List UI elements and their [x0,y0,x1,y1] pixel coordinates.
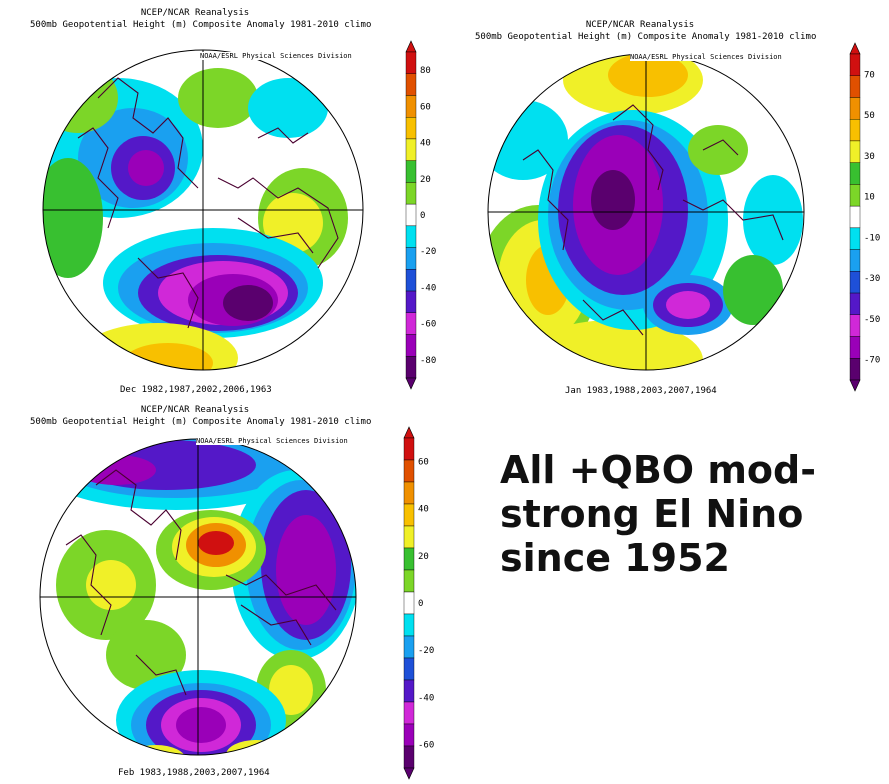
colorbar-swatch [849,53,861,76]
colorbar-swatch [405,51,417,74]
colorbar-tick-label: 80 [420,66,431,76]
colorbar-tick-label: 60 [418,458,429,468]
colorbar-swatch [403,745,415,769]
colorbar-swatch [403,635,415,659]
colorbar-tick-label: -60 [418,740,434,750]
colorbar-swatch [403,701,415,725]
colorbar-swatch [849,271,861,294]
colorbar-swatch [403,503,415,527]
colorbar-tick-label: -30 [864,274,880,284]
colorbar-swatch [405,95,417,118]
colorbar-swatch [405,182,417,205]
colorbar-swatch [403,459,415,483]
colorbar-swatch [849,140,861,163]
colorbar-tick-label: 40 [418,505,429,515]
colorbar-tick-label: -60 [420,320,436,330]
colorbar-swatch [403,613,415,637]
panel-title-line1: NCEP/NCAR Reanalysis [140,405,250,415]
colorbar-feb: 60 40 20 0 -20 -40 -60 [400,426,440,784]
colorbar-swatch [403,723,415,747]
colorbar-swatch [405,356,417,379]
colorbar-tick-label: 20 [420,175,431,185]
colorbar-swatch [405,138,417,161]
colorbar-swatch [849,227,861,250]
polar-map-feb [39,438,357,756]
colorbar-arrow-bottom [403,767,415,780]
colorbar-swatch [849,358,861,381]
colorbar-swatch [403,679,415,703]
colorbar-arrow-top [849,42,861,55]
colorbar-swatch [405,116,417,140]
colorbar-swatch [849,249,861,272]
colorbar-swatch [403,481,415,505]
dates-label: Feb 1983,1988,2003,2007,1964 [118,768,270,778]
polar-map-jan [487,53,805,371]
colorbar-tick-label: 60 [420,102,431,112]
colorbar-tick-label: -20 [420,247,436,257]
dates-label: Dec 1982,1987,2002,2006,1963 [120,385,272,395]
colorbar-swatch [405,73,417,96]
panel-title-line1: NCEP/NCAR Reanalysis [585,20,695,30]
panel-title-line2: 500mb Geopotential Height (m) Composite … [475,32,817,42]
colorbar-arrow-top [405,40,417,53]
colorbar-tick-label: -80 [420,356,436,366]
headline-text: All +QBO mod- strong El Nino since 1952 [500,448,880,580]
colorbar-swatch [849,336,861,359]
colorbar-swatch [405,225,417,248]
colorbar-swatch [405,160,417,183]
colorbar-swatch [849,75,861,98]
colorbar-tick-label: 30 [864,152,875,162]
colorbar-swatch [403,591,415,615]
colorbar-dec: 80 60 40 20 0 -20 -40 -60 -80 [402,40,442,394]
colorbar-tick-label: 20 [418,552,429,562]
colorbar-tick-label: 50 [864,111,875,121]
polar-map-dec [42,49,364,371]
colorbar-swatch [403,525,415,549]
colorbar-swatch [849,184,861,207]
headline-line2: strong El Nino [500,492,804,536]
colorbar-swatch [405,290,417,313]
colorbar-tick-label: -50 [864,315,880,325]
colorbar-swatch [405,247,417,270]
colorbar-arrow-bottom [405,377,417,390]
colorbar-swatch [403,437,415,461]
colorbar-tick-label: -70 [864,356,880,366]
colorbar-swatch [403,569,415,593]
panel-title-line2: 500mb Geopotential Height (m) Composite … [30,20,372,30]
colorbar-tick-label: 10 [864,193,875,203]
colorbar-swatch [849,97,861,120]
colorbar-swatch [849,205,861,229]
colorbar-swatch [403,547,415,571]
colorbar-swatch [849,314,861,337]
colorbar-tick-label: 0 [418,599,423,609]
colorbar-swatch [849,292,861,315]
colorbar-swatch [849,118,861,142]
colorbar-swatch [403,657,415,681]
colorbar-tick-label: 40 [420,139,431,149]
colorbar-tick-label: 70 [864,70,875,80]
credit-label: NOAA/ESRL Physical Sciences Division [200,52,352,60]
panel-title-line1: NCEP/NCAR Reanalysis [140,8,250,18]
colorbar-tick-label: -40 [420,283,436,293]
dates-label: Jan 1983,1988,2003,2007,1964 [565,386,717,396]
colorbar-swatch [405,312,417,335]
credit-label: NOAA/ESRL Physical Sciences Division [630,53,782,61]
colorbar-tick-label: -10 [864,233,880,243]
colorbar-jan: 70 50 30 10 -10 -30 -50 -70 [846,42,886,396]
colorbar-swatch [405,203,417,227]
headline-line1: All +QBO mod- [500,448,817,492]
colorbar-swatch [405,269,417,292]
colorbar-tick-label: -40 [418,693,434,703]
colorbar-swatch [405,334,417,357]
panel-title-line2: 500mb Geopotential Height (m) Composite … [30,417,372,427]
colorbar-tick-label: -20 [418,646,434,656]
credit-label: NOAA/ESRL Physical Sciences Division [196,437,348,445]
colorbar-tick-label: 0 [420,211,425,221]
colorbar-arrow-top [403,426,415,439]
colorbar-arrow-bottom [849,379,861,392]
headline-line3: since 1952 [500,536,730,580]
colorbar-swatch [849,162,861,185]
